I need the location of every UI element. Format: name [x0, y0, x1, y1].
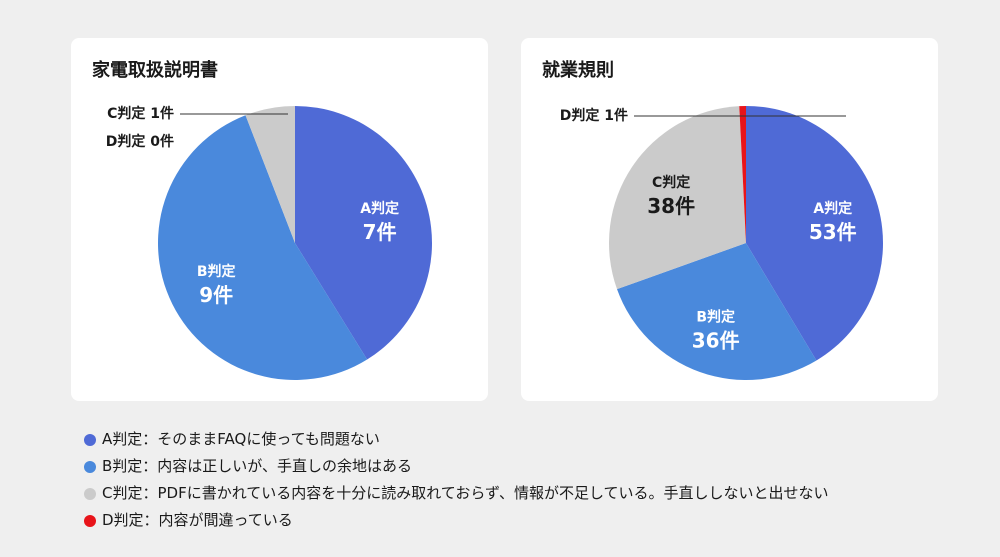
legend-item-b: B判定：内容は正しいが、手直しの余地はある	[84, 453, 829, 480]
slice-label-b: B判定	[197, 263, 236, 280]
pie-slice-c	[609, 106, 746, 290]
slice-label-a: A判定	[813, 200, 852, 217]
slice-value-a: 7件	[363, 220, 397, 244]
slice-outside-label-d: D判定 0件	[106, 133, 174, 150]
legend-dot-d	[84, 514, 96, 527]
chart-title: 就業規則	[542, 60, 614, 81]
slice-value-c: 38件	[647, 194, 695, 218]
chart-card-appliance-manual: 家電取扱説明書 A判定 7件 B判定 9件 C判定 1件 D判定 0件	[71, 38, 488, 401]
pie-slice-d	[739, 106, 746, 243]
slice-value-b: 9件	[199, 283, 233, 307]
legend-text-b: B判定：内容は正しいが、手直しの余地はある	[102, 457, 412, 475]
legend-item-c: C判定：PDFに書かれている内容を十分に読み取れておらず、情報が不足している。手…	[84, 480, 829, 507]
legend-item-d: D判定：内容が間違っている	[84, 507, 829, 534]
legend: A判定：そのままFAQに使っても問題ない B判定：内容は正しいが、手直しの余地は…	[84, 426, 829, 534]
pie-slice-b	[158, 115, 368, 380]
legend-dot-c	[84, 487, 96, 500]
slice-label-b: B判定	[696, 309, 735, 326]
slice-value-a: 53件	[809, 220, 857, 244]
legend-item-a: A判定：そのままFAQに使っても問題ない	[84, 426, 829, 453]
pie-chart-work-rules: A判定 53件 B判定 36件 C判定 38件 D判定 1件	[560, 106, 883, 380]
legend-dot-b	[84, 460, 96, 473]
pie-slice-a	[746, 106, 883, 361]
legend-dot-a	[84, 433, 96, 446]
pie-chart-appliance-manual: A判定 7件 B判定 9件 C判定 1件 D判定 0件	[106, 105, 433, 380]
pie-slice-c	[245, 106, 295, 243]
slice-label-a: A判定	[360, 200, 399, 217]
pie-slice-b	[617, 243, 817, 380]
legend-text-d: D判定：内容が間違っている	[102, 511, 293, 529]
slice-label-c: C判定	[652, 174, 690, 191]
slice-outside-label-c: C判定 1件	[107, 105, 174, 122]
pie-slice-a	[295, 106, 433, 360]
slice-value-b: 36件	[692, 329, 740, 353]
chart-title: 家電取扱説明書	[92, 60, 218, 81]
slice-outside-label-d: D判定 1件	[560, 107, 628, 124]
legend-text-a: A判定：そのままFAQに使っても問題ない	[102, 430, 380, 448]
legend-text-c: C判定：PDFに書かれている内容を十分に読み取れておらず、情報が不足している。手…	[102, 484, 829, 502]
chart-card-work-rules: 就業規則 A判定 53件 B判定 36件 C判定 38件 D判定 1件	[521, 38, 938, 401]
